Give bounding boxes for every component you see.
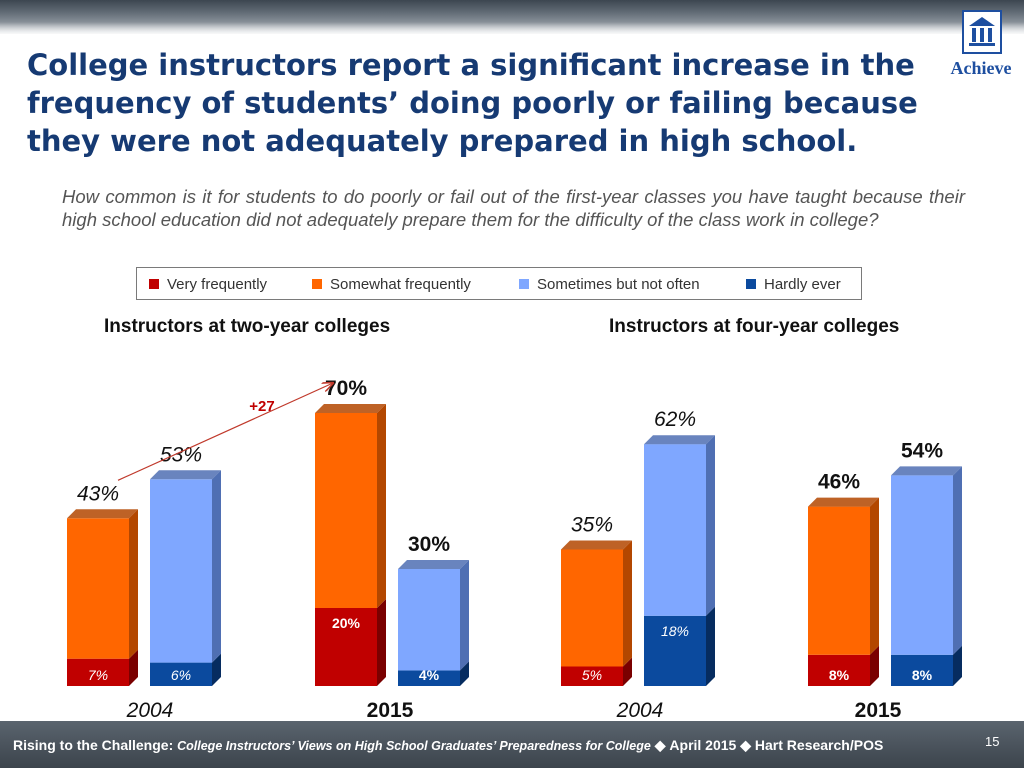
bar-segment — [67, 658, 129, 686]
bar-total-label: 30% — [408, 533, 450, 556]
legend-item-very-frequently: Very frequently — [149, 277, 267, 293]
legend-swatch — [312, 279, 322, 289]
segment-data-label: 6% — [171, 667, 191, 683]
logo-text: Achieve — [950, 58, 1012, 78]
footer-citation: Rising to the Challenge: College Instruc… — [13, 737, 883, 754]
header-banner-fade — [0, 22, 1024, 36]
bar-top-face — [315, 404, 386, 413]
page-number: 15 — [985, 734, 1000, 749]
slide-title: College instructors report a significant… — [27, 48, 918, 158]
bar-total-label: 54% — [901, 439, 943, 462]
bar-top-face — [398, 560, 469, 569]
legend-label: Very frequently — [167, 276, 268, 293]
segment-data-label: 8% — [829, 667, 850, 683]
year-label: 2004 — [126, 699, 174, 722]
panel-title-two-year: Instructors at two-year colleges — [104, 316, 391, 337]
segment-data-label: 18% — [661, 623, 689, 639]
bar-segment — [561, 666, 623, 686]
bar-total-label: 35% — [571, 514, 613, 537]
bar-top-face — [644, 435, 715, 445]
bar-segment-side — [623, 540, 632, 667]
panel-title-four-year: Instructors at four-year colleges — [609, 316, 900, 337]
bar-segment — [808, 654, 870, 686]
year-label: 2015 — [367, 699, 414, 722]
school-building-icon — [962, 10, 1002, 54]
bar-total-label: 43% — [77, 482, 119, 505]
year-label: 2015 — [855, 699, 902, 722]
bar-segment-side — [377, 404, 386, 608]
segment-data-label: 20% — [332, 615, 361, 631]
change-arrow — [117, 383, 333, 481]
year-label: 2004 — [616, 699, 664, 722]
bar-segment-side — [870, 645, 879, 686]
footer-subtitle: College Instructors’ Views on High Schoo… — [177, 739, 651, 753]
legend-swatch — [149, 279, 159, 289]
bar-segment-side — [706, 435, 715, 616]
bar-segment — [891, 475, 953, 655]
footer-lead: Rising to the Challenge: — [13, 737, 174, 753]
bar-segment-side — [377, 599, 386, 686]
bar-segment — [150, 662, 212, 686]
chart-legend: Very frequently Somewhat frequently Some… — [136, 267, 862, 300]
bar-total-label: 46% — [818, 471, 860, 494]
bar-segment-side — [460, 661, 469, 686]
bar-segment-side — [129, 509, 138, 659]
segment-data-label: 7% — [88, 667, 108, 683]
segment-data-label: 4% — [419, 667, 440, 683]
segment-data-label: 8% — [912, 667, 933, 683]
bar-top-face — [150, 470, 221, 480]
bar-segment — [561, 549, 623, 667]
legend-swatch — [746, 279, 756, 289]
bar-segment-side — [706, 606, 715, 686]
bar-total-label: 70% — [325, 377, 367, 400]
bar-segment-side — [870, 497, 879, 655]
change-annotation: +27 — [249, 398, 274, 415]
bar-top-face — [67, 509, 138, 519]
bar-segment — [891, 654, 953, 686]
legend-item-sometimes: Sometimes but not often — [519, 277, 700, 293]
bar-segment — [808, 506, 870, 655]
bar-segment — [315, 608, 377, 686]
footer-separator: ◆ — [654, 737, 666, 753]
legend-item-somewhat-frequently: Somewhat frequently — [312, 277, 471, 293]
bar-segment — [644, 444, 706, 616]
bar-segment-side — [212, 653, 221, 686]
legend-label: Sometimes but not often — [537, 276, 700, 293]
legend-label: Hardly ever — [764, 276, 841, 293]
bar-segment-side — [953, 466, 962, 655]
bar-segment-side — [460, 560, 469, 671]
footer-bar: Rising to the Challenge: College Instruc… — [0, 721, 1024, 768]
bar-segment — [150, 479, 212, 663]
bar-total-label: 62% — [654, 408, 696, 431]
footer-date: April 2015 — [669, 737, 737, 753]
bar-segment — [67, 518, 129, 659]
bar-total-label: 53% — [160, 443, 202, 466]
bar-segment-side — [623, 657, 632, 686]
bar-segment — [315, 413, 377, 608]
legend-label: Somewhat frequently — [330, 276, 471, 293]
bar-segment-side — [212, 470, 221, 663]
bar-segment-side — [129, 649, 138, 686]
legend-item-hardly-ever: Hardly ever — [746, 277, 841, 293]
bar-segment — [398, 670, 460, 686]
bar-segment — [644, 615, 706, 686]
bar-segment-side — [953, 645, 962, 686]
achieve-logo: Achieve — [944, 8, 1018, 78]
segment-data-label: 5% — [582, 667, 602, 683]
survey-question: How common is it for students to do poor… — [62, 186, 965, 230]
bar-top-face — [561, 540, 632, 550]
bar-top-face — [808, 497, 879, 507]
bar-top-face — [891, 466, 962, 476]
footer-separator: ◆ — [740, 737, 752, 753]
footer-source: Hart Research/POS — [754, 737, 884, 753]
bar-segment — [398, 569, 460, 671]
legend-swatch — [519, 279, 529, 289]
